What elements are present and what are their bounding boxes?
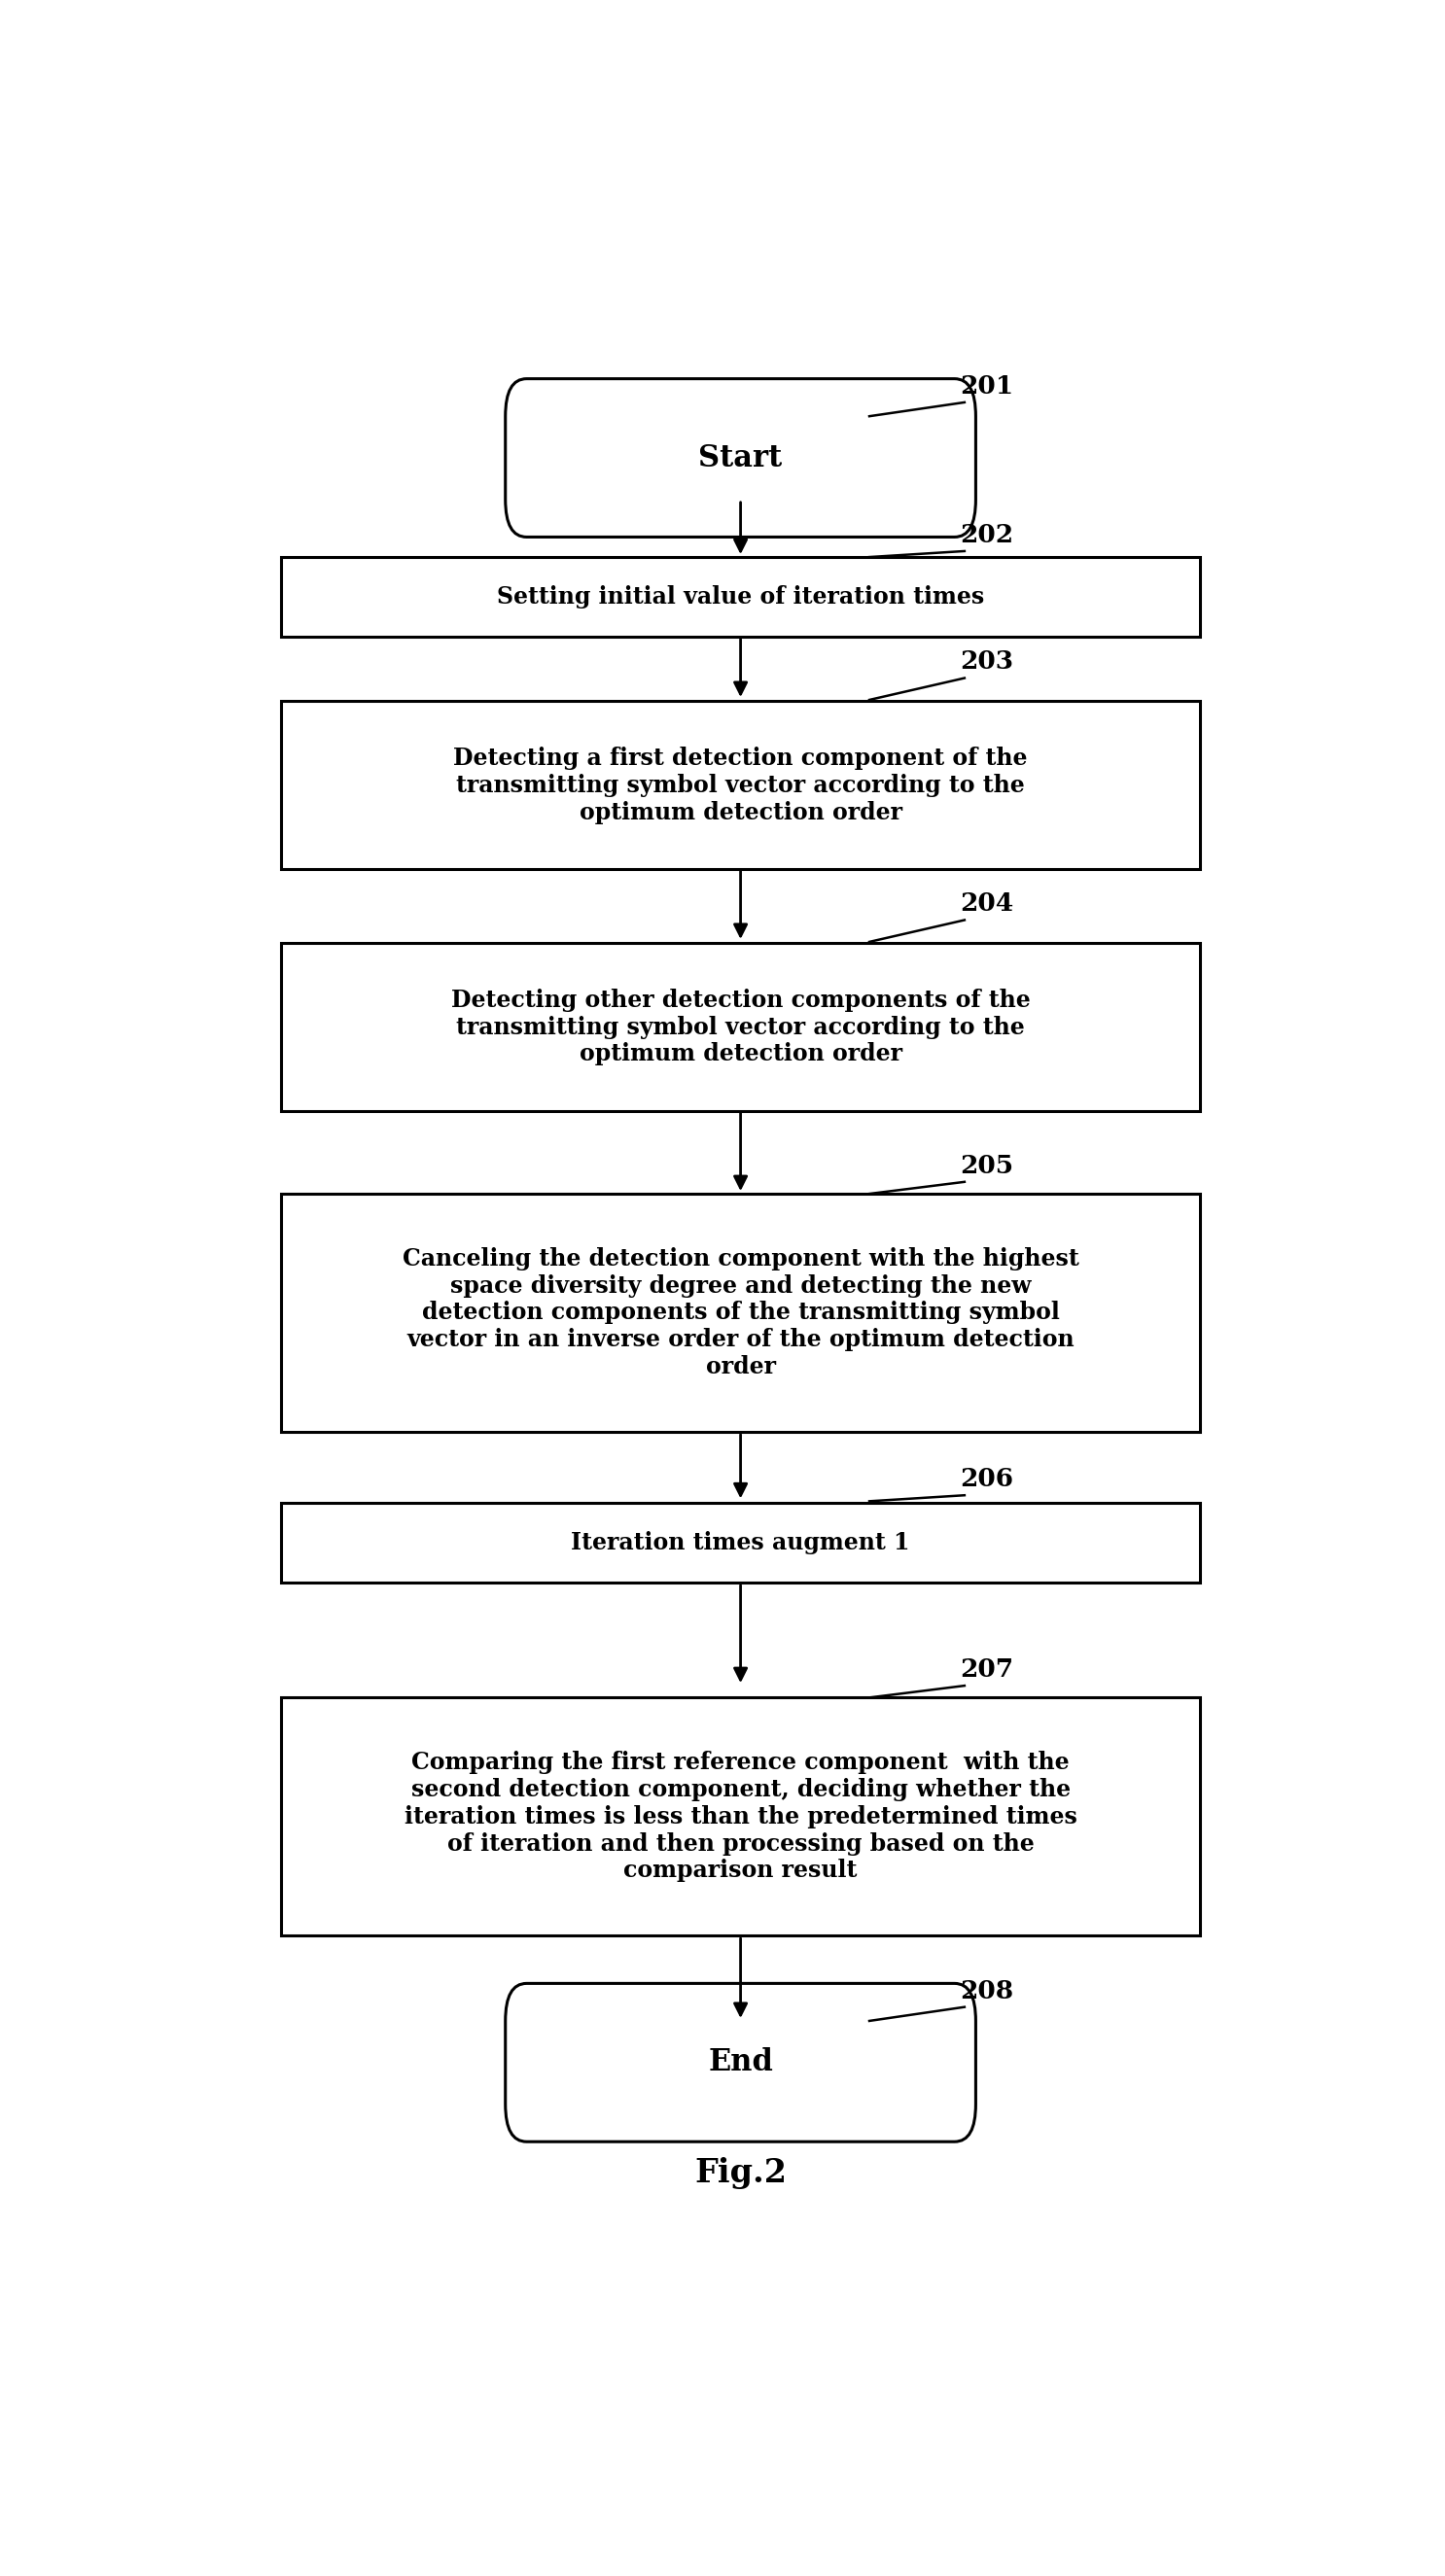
Text: End: End bbox=[708, 2048, 773, 2079]
Bar bbox=[282, 556, 1199, 636]
Text: 202: 202 bbox=[959, 523, 1014, 546]
Text: Setting initial value of iteration times: Setting initial value of iteration times bbox=[497, 585, 984, 608]
Bar bbox=[282, 1698, 1199, 1935]
Bar bbox=[282, 701, 1199, 871]
Text: Detecting other detection components of the
transmitting symbol vector according: Detecting other detection components of … bbox=[451, 989, 1030, 1066]
Text: Start: Start bbox=[698, 443, 783, 474]
Text: 204: 204 bbox=[959, 891, 1014, 917]
Bar bbox=[282, 1504, 1199, 1582]
Text: 208: 208 bbox=[959, 1978, 1014, 2004]
FancyBboxPatch shape bbox=[506, 379, 975, 536]
Text: Iteration times augment 1: Iteration times augment 1 bbox=[571, 1530, 910, 1553]
Text: Canceling the detection component with the highest
space diversity degree and de: Canceling the detection component with t… bbox=[402, 1247, 1079, 1378]
Text: 206: 206 bbox=[959, 1466, 1014, 1492]
Bar bbox=[282, 943, 1199, 1110]
Text: 205: 205 bbox=[959, 1154, 1014, 1177]
Text: Comparing the first reference component  with the
second detection component, de: Comparing the first reference component … bbox=[405, 1752, 1077, 1883]
Text: 201: 201 bbox=[959, 374, 1014, 399]
Text: 207: 207 bbox=[959, 1656, 1014, 1682]
Text: Fig.2: Fig.2 bbox=[695, 2159, 786, 2190]
Text: 203: 203 bbox=[959, 649, 1014, 675]
Bar bbox=[282, 1193, 1199, 1432]
Text: Detecting a first detection component of the
transmitting symbol vector accordin: Detecting a first detection component of… bbox=[454, 747, 1027, 824]
FancyBboxPatch shape bbox=[506, 1984, 975, 2141]
